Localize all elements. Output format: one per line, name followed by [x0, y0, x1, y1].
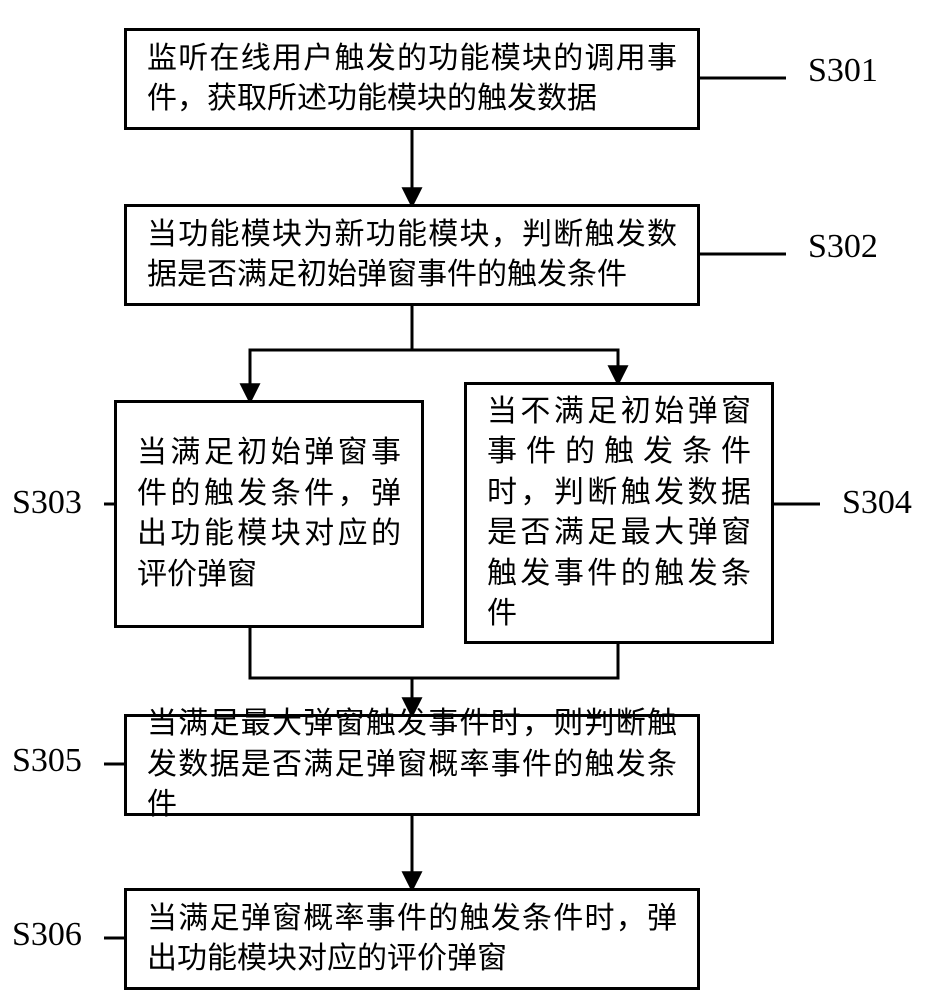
- step-label-s303: S303: [12, 484, 82, 522]
- node-text: 当不满足初始弹窗事件的触发条件时，判断触发数据是否满足最大弹窗触发事件的触发条件: [487, 392, 751, 635]
- label-text: S303: [12, 484, 82, 521]
- flow-node-s305: 当满足最大弹窗触发事件时，则判断触发数据是否满足弹窗概率事件的触发条件: [124, 714, 700, 816]
- step-label-s304: S304: [842, 484, 912, 522]
- step-label-s302: S302: [808, 228, 878, 266]
- label-text: S302: [808, 228, 878, 265]
- label-text: S306: [12, 916, 82, 953]
- flow-node-s303: 当满足初始弹窗事件的触发条件，弹出功能模块对应的评价弹窗: [114, 400, 424, 628]
- step-label-s305: S305: [12, 742, 82, 780]
- flow-node-s302: 当功能模块为新功能模块，判断触发数据是否满足初始弹窗事件的触发条件: [124, 204, 700, 306]
- node-text: 当满足初始弹窗事件的触发条件，弹出功能模块对应的评价弹窗: [137, 433, 401, 595]
- label-text: S304: [842, 484, 912, 521]
- step-label-s301: S301: [808, 52, 878, 90]
- step-label-s306: S306: [12, 916, 82, 954]
- label-text: S305: [12, 742, 82, 779]
- node-text: 当满足弹窗概率事件的触发条件时，弹出功能模块对应的评价弹窗: [147, 899, 677, 980]
- flowchart-canvas: 监听在线用户触发的功能模块的调用事件，获取所述功能模块的触发数据 当功能模块为新…: [0, 0, 941, 1000]
- node-text: 当满足最大弹窗触发事件时，则判断触发数据是否满足弹窗概率事件的触发条件: [147, 704, 677, 826]
- label-text: S301: [808, 52, 878, 89]
- flow-node-s304: 当不满足初始弹窗事件的触发条件时，判断触发数据是否满足最大弹窗触发事件的触发条件: [464, 382, 774, 644]
- flow-node-s301: 监听在线用户触发的功能模块的调用事件，获取所述功能模块的触发数据: [124, 28, 700, 130]
- node-text: 当功能模块为新功能模块，判断触发数据是否满足初始弹窗事件的触发条件: [147, 215, 677, 296]
- flow-node-s306: 当满足弹窗概率事件的触发条件时，弹出功能模块对应的评价弹窗: [124, 888, 700, 990]
- node-text: 监听在线用户触发的功能模块的调用事件，获取所述功能模块的触发数据: [147, 39, 677, 120]
